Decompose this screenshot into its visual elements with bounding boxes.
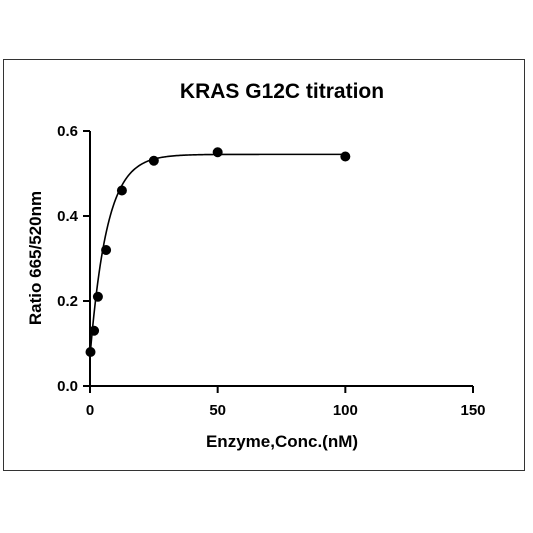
x-tick-label: 50 (209, 402, 226, 419)
y-tick-label: 0.0 (57, 378, 78, 395)
y-tick-label: 0.4 (57, 208, 79, 225)
axes (89, 131, 473, 387)
chart-title: KRAS G12C titration (180, 80, 384, 103)
data-point (101, 245, 112, 255)
data-point (92, 291, 103, 302)
x-tick-label: 150 (460, 402, 485, 419)
ticks: 0 50 100 150 0.0 0.2 0.4 0.6 (57, 123, 485, 419)
data-point (148, 155, 159, 166)
fit-curve (89, 153, 346, 357)
y-tick-label: 0.2 (57, 293, 78, 310)
x-axis-label: Enzyme,Conc.(nM) (206, 432, 358, 451)
data-point (89, 325, 100, 336)
y-tick-label: 0.6 (57, 123, 78, 140)
points-layer (85, 147, 351, 357)
data-point (85, 347, 96, 357)
data-point (340, 151, 351, 162)
x-tick-label: 0 (86, 402, 94, 419)
y-axis-label: Ratio 665/520nm (26, 191, 45, 325)
data-point (212, 147, 223, 158)
fit-layer (89, 153, 346, 357)
x-tick-label: 100 (333, 402, 358, 419)
data-point (116, 185, 127, 196)
